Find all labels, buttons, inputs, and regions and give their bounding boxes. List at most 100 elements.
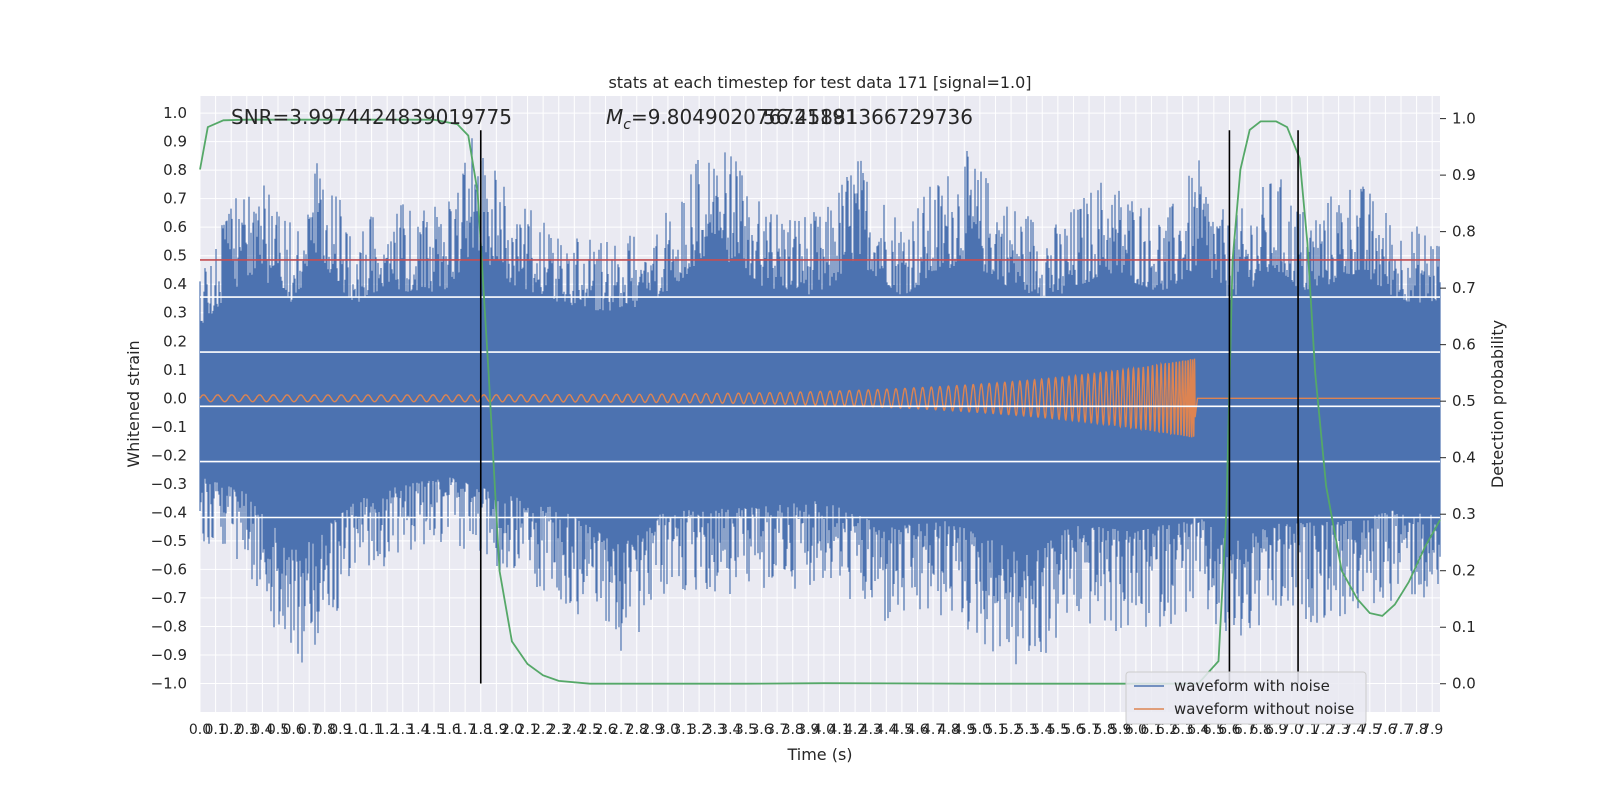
x-tick-label: 1.4 [407,722,429,738]
x-tick-label: 6.5 [1203,722,1225,738]
y-tick-label: −0.7 [151,589,187,607]
x-tick-label: 3.0 [657,722,679,738]
x-tick-label: 5.0 [969,722,991,738]
legend-label-noisy: waveform with noise [1174,677,1330,695]
x-tick-label: 3.4 [719,722,741,738]
x-tick-label: 7.9 [1421,722,1443,738]
x-tick-label: 6.8 [1249,722,1271,738]
y-tick-label: −0.5 [151,532,187,550]
y-axis-right-ticks: 0.0 0.1 0.2 0.3 0.4 0.5 0.6 0.7 0.8 0.9 1.0 [1440,110,1476,693]
y-tick-label: −0.8 [151,617,187,635]
snr-annotation: SNR=3.9974424839019775 [231,105,512,129]
x-tick-label: 0.7 [298,722,320,738]
x-tick-label: 1.5 [423,722,445,738]
x-tick-label: 4.1 [828,722,850,738]
y2-tick-label: 0.4 [1452,449,1476,467]
x-tick-label: 5.7 [1078,722,1100,738]
vertical-markers-layer [479,130,1299,684]
y2-tick-label: 0.7 [1452,279,1476,297]
y-tick-label: −1.0 [151,674,187,692]
x-tick-label: 4.8 [938,722,960,738]
y2-tick-label: 0.5 [1452,392,1476,410]
x-tick-label: 2.7 [610,722,632,738]
x-tick-label: 4.5 [891,722,913,738]
x-tick-label: 2.2 [532,722,554,738]
chart-title: stats at each timestep for test data 171… [608,73,1031,92]
y2-tick-label: 0.0 [1452,675,1476,693]
x-tick-label: 3.5 [735,722,757,738]
x-tick-label: 4.6 [906,722,928,738]
y-tick-label: −0.1 [151,418,187,436]
x-tick-label: 0.8 [314,722,336,738]
x-tick-label: 5.9 [1109,722,1131,738]
x-tick-label: 1.0 [345,722,367,738]
x-tick-label: 5.3 [1016,722,1038,738]
y2-tick-label: 0.2 [1452,562,1476,580]
x-tick-label: 0.6 [282,722,304,738]
horizontal-lines-layer [200,296,1440,519]
y-tick-label: −0.2 [151,446,187,464]
y-tick-label: 0.7 [163,190,187,208]
x-tick-label: 3.8 [782,722,804,738]
x-tick-label: 4.9 [953,722,975,738]
y-tick-label: 0.5 [163,247,187,265]
x-tick-label: 7.3 [1327,722,1349,738]
x-tick-label: 4.7 [922,722,944,738]
y-tick-label: 0.2 [163,332,187,350]
y-tick-label: −0.3 [151,475,187,493]
x-axis-label: Time (s) [786,745,852,764]
y-tick-label: −0.6 [151,560,187,578]
x-tick-label: 1.1 [360,722,382,738]
detection-probability-layer [199,118,1441,685]
x-tick-label: 3.3 [704,722,726,738]
x-tick-label: 5.1 [984,722,1006,738]
x-tick-label: 7.7 [1390,722,1412,738]
x-tick-label: 0.0 [189,722,211,738]
x-tick-label: 6.7 [1234,722,1256,738]
x-tick-label: 7.4 [1343,722,1365,738]
x-tick-label: 6.2 [1156,722,1178,738]
x-tick-label: 5.5 [1047,722,1069,738]
y2-tick-label: 0.8 [1452,223,1476,241]
y-tick-label: 1.0 [163,104,187,122]
y-tick-label: 0.0 [163,389,187,407]
x-tick-label: 0.5 [267,722,289,738]
x-tick-label: 7.2 [1312,722,1334,738]
x-tick-label: 1.8 [470,722,492,738]
x-tick-label: 0.2 [220,722,242,738]
chirp-mass-annotation: Mc=9.804902076721191 [606,105,858,133]
y-axis-left-ticks: −1.0 −0.9 −0.8 −0.7 −0.6 −0.5 −0.4 −0.3 −0.2 −0.1… [151,104,187,692]
y-tick-label: 0.1 [163,361,187,379]
x-axis-ticks: 0.00.10.20.30.40.50.60.70.80.91.01.11.21… [189,722,1443,738]
x-tick-label: 2.0 [501,722,523,738]
y-tick-label: 0.9 [163,133,187,151]
y-tick-label: 0.4 [163,275,187,293]
noisy-waveform-line [199,138,1441,665]
y2-tick-label: 1.0 [1452,110,1476,128]
detection-probability-line [199,118,1441,685]
x-tick-label: 3.1 [672,722,694,738]
x-tick-label: 6.6 [1218,722,1240,738]
x-tick-label: 3.7 [766,722,788,738]
x-tick-label: 5.8 [1094,722,1116,738]
x-tick-label: 4.3 [860,722,882,738]
x-tick-label: 2.3 [548,722,570,738]
y-tick-label: −0.9 [151,646,187,664]
x-tick-label: 0.4 [251,722,273,738]
x-tick-label: 7.8 [1405,722,1427,738]
legend-label-clean: waveform without noise [1174,700,1354,718]
x-tick-label: 5.2 [1000,722,1022,738]
chirp-mass-symbol: M [606,105,623,129]
x-tick-label: 1.2 [376,722,398,738]
y-tick-label: −0.4 [151,503,187,521]
x-tick-label: 6.3 [1172,722,1194,738]
x-tick-label: 7.5 [1359,722,1381,738]
y2-tick-label: 0.1 [1452,618,1476,636]
y2-tick-label: 0.9 [1452,166,1476,184]
x-tick-label: 4.2 [844,722,866,738]
x-tick-label: 2.5 [579,722,601,738]
x-tick-label: 5.4 [1031,722,1053,738]
y2-tick-label: 0.6 [1452,336,1476,354]
